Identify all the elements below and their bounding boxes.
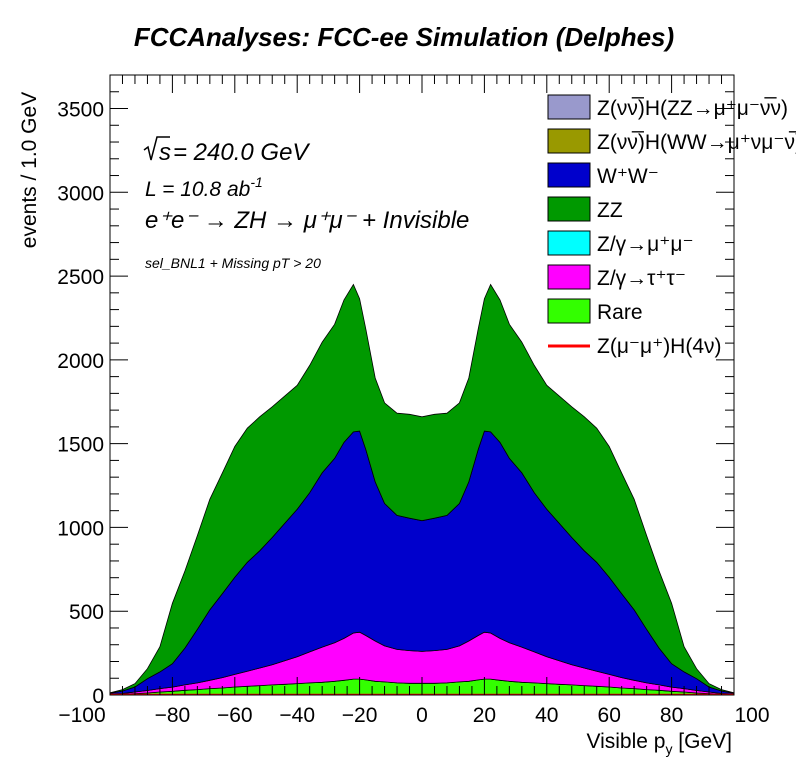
selection-annotation: sel_BNL1 + Missing pT > 20 [145, 255, 321, 271]
y-tick-label: 3500 [57, 99, 104, 122]
axes: −100 −80 −60 −40 −20 0 20 40 60 80 100050010001500… [57, 74, 770, 727]
y-tick-label: 3000 [57, 182, 104, 205]
x-tick-label: 100 [734, 704, 769, 727]
x-axis-label: Visible py [GeV] [586, 730, 732, 757]
legend-swatch [547, 196, 591, 222]
legend-label: Z(νν̅)H(WW→μ⁺νμ⁻ν̅) [597, 131, 796, 154]
legend-label: ZZ [597, 199, 623, 222]
plot-area [110, 283, 734, 695]
y-tick-label: 1500 [57, 434, 104, 457]
x-tick-label: −60 [217, 704, 253, 727]
annotations: s = 240.0 GeV L = 10.8 ab-1 e⁺e⁻ → ZH → … [143, 136, 469, 271]
legend-swatch [547, 94, 591, 120]
chart-title: FCCAnalyses: FCC-ee Simulation (Delphes) [134, 22, 674, 52]
legend-swatch [547, 162, 591, 188]
x-tick-label: −40 [279, 704, 315, 727]
x-tick-label: 0 [416, 704, 428, 727]
y-tick-label: 1000 [57, 517, 104, 540]
legend-label: Rare [597, 301, 643, 324]
legend-swatch [547, 298, 591, 324]
legend-label: Z(μ⁻μ⁺)H(4ν) [597, 335, 722, 358]
x-tick-label: 40 [535, 704, 558, 727]
legend-label: Z/γ→μ⁺μ⁻ [597, 233, 694, 256]
x-tick-label: 60 [598, 704, 621, 727]
process-annotation: e⁺e⁻ → ZH → μ⁺μ⁻ + Invisible [145, 207, 469, 234]
series-zz-6 [110, 283, 734, 694]
legend-swatch [547, 230, 591, 256]
y-tick-label: 2500 [57, 266, 104, 289]
y-tick-label: 0 [92, 685, 104, 708]
x-tick-label: 80 [660, 704, 683, 727]
x-tick-label: −100 [58, 704, 105, 727]
legend-swatch [547, 264, 591, 290]
x-tick-label: −20 [342, 704, 378, 727]
x-tick-label: −80 [155, 704, 191, 727]
y-tick-label: 2000 [57, 350, 104, 373]
legend-swatch [547, 128, 591, 154]
legend-label: Z/γ→τ⁺τ⁻ [597, 267, 686, 290]
legend: Z(νν̅)H(ZZ→μ⁺μ⁻ν̅ν) Z(νν̅)H(WW→μ⁺νμ⁻ν̅) W⁺… [547, 94, 796, 358]
legend-label: W⁺W⁻ [597, 165, 659, 188]
x-tick-label: 20 [473, 704, 496, 727]
legend-label: Z(νν̅)H(ZZ→μ⁺μ⁻ν̅ν) [597, 97, 788, 120]
y-tick-label: 500 [69, 601, 104, 624]
sqrt-s-symbol: s [159, 139, 171, 166]
y-axis-label: events / 1.0 GeV [18, 92, 41, 248]
sqrt-s-value: = 240.0 GeV [173, 139, 310, 166]
sqrt-s-annotation: s = 240.0 GeV [143, 136, 310, 166]
lumi-annotation: L = 10.8 ab-1 [145, 174, 263, 201]
